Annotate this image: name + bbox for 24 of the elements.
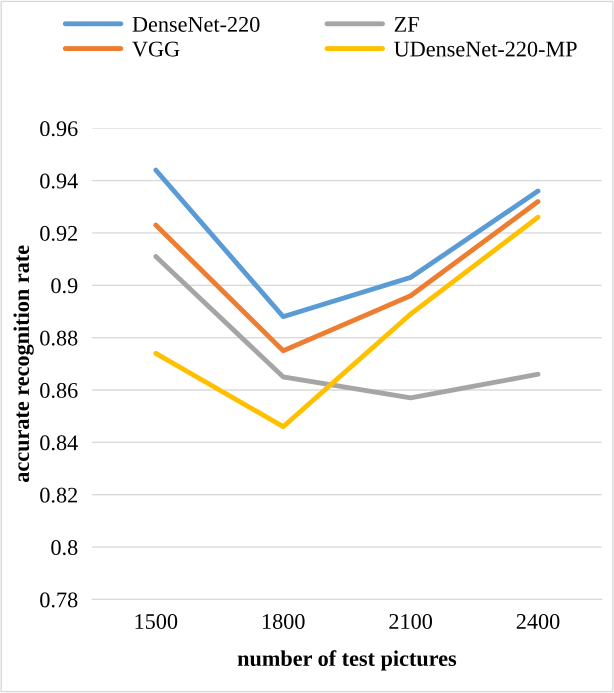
line-series [153, 199, 540, 354]
y-tick-label: 0.94 [40, 173, 78, 189]
x-tick-label: 2400 [516, 614, 560, 629]
y-tick-label: 0.96 [40, 121, 78, 136]
legend-label: ZF [394, 17, 419, 32]
x-tick-label: 1800 [262, 614, 305, 629]
y-tick-label: 0.92 [40, 226, 77, 241]
y-tick-label: 0.78 [40, 592, 78, 608]
y-tick-label: 0.82 [40, 488, 77, 503]
y-tick-label: 0.88 [40, 330, 78, 346]
y-tick-label: 0.8 [51, 540, 78, 556]
legend-label: DenseNet-220 [132, 16, 260, 32]
y-tick-label: 0.9 [51, 278, 78, 294]
line-series [153, 254, 540, 400]
x-axis-title: number of test pictures [238, 650, 456, 671]
y-tick-label: 0.86 [40, 382, 78, 398]
legend-label: VGG [132, 42, 180, 57]
x-tick-label: 2100 [389, 614, 432, 629]
y-tick-label: 0.84 [40, 435, 78, 450]
y-axis-title: accurate recognition rate [13, 246, 34, 482]
line-series [153, 214, 540, 430]
x-tick-label: 1500 [136, 614, 178, 629]
line-series [153, 168, 540, 320]
legend-label: UDenseNet-220-MP [394, 42, 577, 57]
